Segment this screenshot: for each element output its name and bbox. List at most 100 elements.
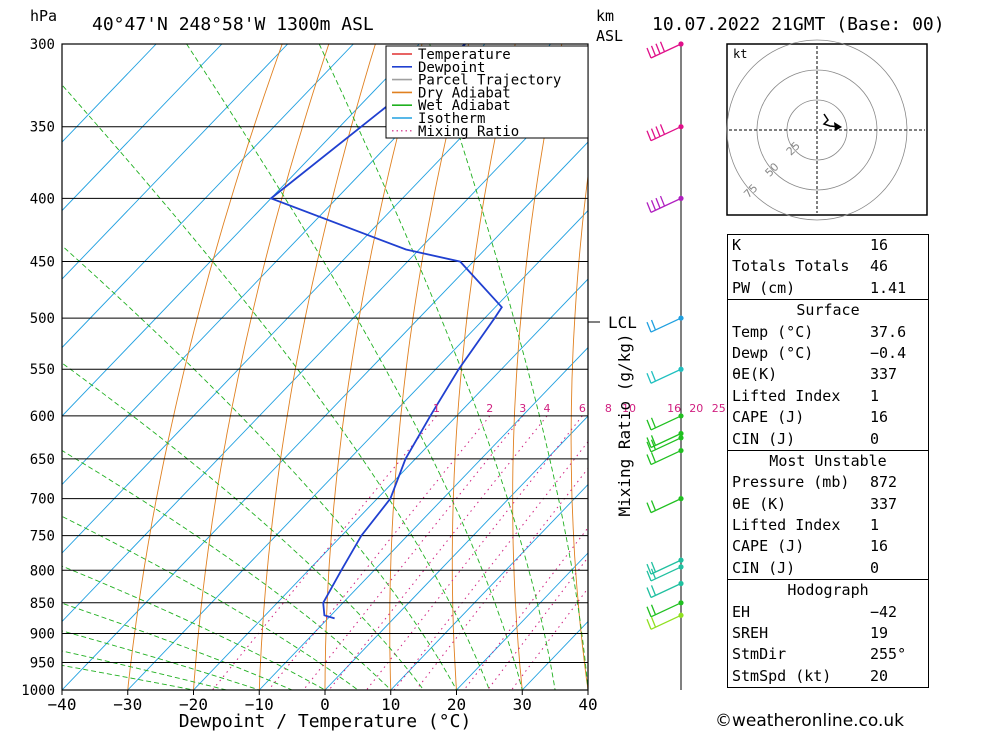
wind-barb-feather [646, 619, 652, 630]
mixing-ratio-label: 25 [712, 402, 726, 415]
wet-adiabat-line [62, 245, 457, 690]
wind-barb-feather [650, 561, 657, 573]
sounding-series [269, 44, 722, 620]
temperature-tick-label: 0 [320, 695, 330, 714]
wet-adiabat-line [62, 84, 490, 690]
surface-index-value: 16 [870, 408, 889, 427]
hodograph-indices-title: Hodograph [787, 581, 869, 600]
most-unstable-section: Most Unstable Pressure (mb) 872 θE (K) 337 L… [728, 449, 928, 579]
copyright-credit[interactable]: ©weatheronline.co.uk [715, 711, 905, 731]
wind-barb-feather [650, 452, 657, 463]
mixing-ratio-line [511, 587, 588, 690]
dewpoint-line [269, 44, 503, 620]
wind-barb-feather [650, 568, 657, 580]
mixing-ratio-label: 8 [605, 402, 612, 415]
surface-index-row: CAPE (J) 16 [728, 407, 928, 428]
wind-barb-feather [650, 417, 657, 429]
wind-barb-feather [650, 319, 657, 331]
temperature-tick-label: 40 [578, 695, 597, 714]
mixing-ratio-label: 16 [667, 402, 681, 415]
isobar-lines [62, 43, 588, 691]
dry-adiabat-line [683, 44, 720, 690]
hodograph-index-label: EH [732, 602, 751, 621]
datetime-title: 10.07.2022 21GMT (Base: 00) [652, 14, 945, 35]
isotherm-line [62, 44, 223, 212]
hodograph-index-label: StmSpd (kt) [732, 666, 832, 685]
general-index-label: K [732, 236, 742, 254]
unstable-index-value: 0 [870, 558, 880, 577]
general-index-label: PW (cm) [732, 278, 796, 297]
unstable-index-row: θE (K) 337 [728, 494, 928, 515]
most-unstable-title: Most Unstable [769, 451, 887, 470]
surface-index-value: 0 [870, 429, 880, 448]
temperature-tick-label: −20 [179, 695, 208, 714]
hodograph-index-value: −42 [870, 602, 898, 621]
isotherm-line [62, 44, 551, 554]
hodograph-index-row: StmSpd (kt) 20 [728, 666, 928, 687]
temperature-tick-label: 30 [513, 695, 532, 714]
general-index-row: K 16 [728, 235, 928, 256]
temperature-axis: −40 −30 −20 −10 0 10 20 30 40 [48, 690, 598, 714]
hodograph-index-value: 19 [870, 624, 889, 643]
unstable-index-value: 872 [870, 473, 898, 492]
wind-barb-feather [646, 587, 652, 598]
unstable-index-label: θE (K) [732, 494, 787, 513]
legend-label: Parcel Trajectory [418, 73, 561, 89]
legend-label: Dewpoint [418, 60, 485, 76]
isotherm-line [62, 141, 588, 690]
wind-barb-feather [646, 454, 652, 465]
mixing-ratio-label: 2 [486, 402, 493, 415]
wind-barb-feather [650, 435, 657, 446]
temperature-tick-label: −10 [245, 695, 274, 714]
wind-barb-feather [650, 604, 657, 615]
wet-adiabat-line [62, 449, 392, 690]
wind-barb-feather [655, 43, 661, 55]
parcel-trajectory-line [631, 44, 722, 603]
unstable-index-row: CIN (J) 0 [728, 558, 928, 579]
dry-adiabat-line [570, 172, 588, 690]
surface-index-label: Temp (°C) [732, 322, 814, 341]
wind-barb-feather [650, 585, 657, 596]
temperature-tick-label: 20 [447, 695, 466, 714]
surface-index-row: θE(K) 337 [728, 364, 928, 385]
unstable-index-label: CIN (J) [732, 558, 796, 577]
general-index-value: 16 [870, 236, 889, 254]
legend-box [385, 45, 589, 139]
dry-adiabat-line [193, 44, 330, 690]
wind-barb-feather [650, 128, 657, 139]
isotherm-line [62, 44, 157, 143]
dry-adiabat-line [981, 44, 1000, 690]
stability-indices-table: K 16 Totals Totals 46 PW (cm) 1.41 Surface Te… [727, 234, 929, 689]
surface-index-label: CIN (J) [732, 429, 796, 448]
hodograph-indices-section: Hodograph EH −42 SREH 19 StmDir 255° StmSpd (k… [728, 579, 928, 687]
mixing-ratio-line [212, 415, 437, 690]
unstable-index-row: Pressure (mb) 872 [728, 472, 928, 493]
surface-index-label: Dewp (°C) [732, 343, 814, 362]
lcl-label: LCL [608, 313, 637, 332]
wet-adiabat-line [62, 602, 293, 690]
dry-adiabat-line [389, 44, 470, 690]
pressure-tick-label: 650 [30, 452, 55, 468]
wind-barb-feather [646, 419, 652, 431]
legend-label: Isotherm [418, 111, 485, 127]
general-index-row: PW (cm) 1.41 [728, 278, 928, 299]
isotherm-line [62, 44, 354, 349]
pressure-tick-label: 700 [30, 492, 55, 508]
surface-index-value: 1 [870, 386, 880, 405]
wind-barb-staff [650, 582, 682, 599]
legend-label: Mixing Ratio [418, 124, 519, 140]
wind-barb-feather [650, 616, 657, 628]
hodograph-storm-arrow [834, 122, 842, 131]
isotherm-line [62, 44, 420, 417]
km-unit-label: km [596, 7, 614, 25]
wind-barb-feather [659, 195, 666, 207]
wet-adiabat-line [429, 44, 588, 690]
unstable-index-row: Lifted Index 1 [728, 515, 928, 536]
wind-barb-feather [646, 372, 652, 384]
pressure-axis: 300 350 400 450 500 550 600 650 700 750 800 850 900 9… [21, 37, 55, 699]
hodograph-index-row: StmDir 255° [728, 644, 928, 665]
surface-title: Surface [796, 301, 860, 320]
wind-barb-feather [650, 439, 657, 450]
